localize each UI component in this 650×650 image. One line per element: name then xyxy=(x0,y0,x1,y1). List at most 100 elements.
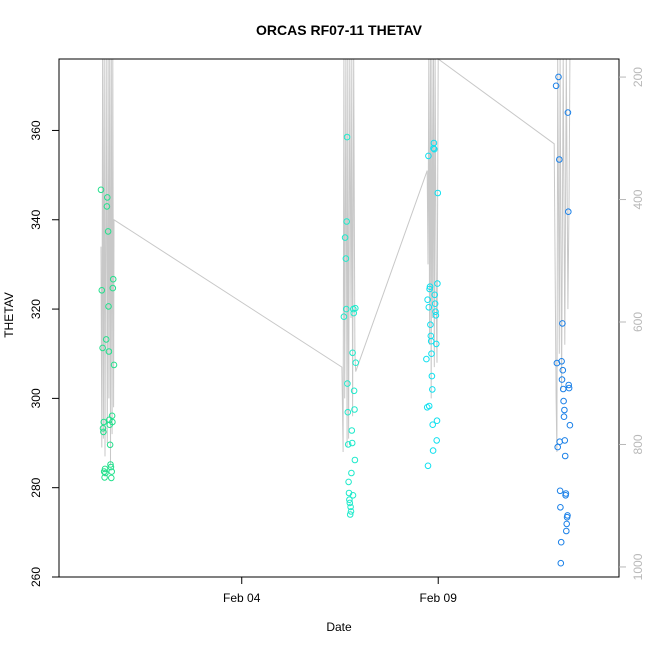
y2-tick-label: 1000 xyxy=(631,553,645,580)
data-point xyxy=(562,490,570,497)
data-point xyxy=(566,421,574,429)
data-point xyxy=(346,499,354,507)
data-point xyxy=(103,203,111,210)
data-point xyxy=(429,386,436,393)
y2-tick-label: 600 xyxy=(631,312,645,332)
flight-trace-line xyxy=(100,58,571,466)
data-point xyxy=(343,218,351,225)
data-point xyxy=(434,189,442,197)
data-point xyxy=(428,372,436,380)
data-point xyxy=(351,456,359,464)
data-point xyxy=(344,441,352,448)
data-point xyxy=(350,387,358,395)
data-point xyxy=(555,73,562,81)
data-point xyxy=(424,296,431,304)
data-point xyxy=(431,291,439,299)
data-point xyxy=(433,437,441,444)
data-point xyxy=(109,284,117,292)
data-point xyxy=(559,366,567,374)
data-point xyxy=(561,406,568,414)
data-point xyxy=(102,336,110,343)
data-point xyxy=(425,304,433,311)
data-point xyxy=(347,503,354,511)
y-axis: 260 280 300 320 340 360 xyxy=(29,120,59,587)
data-point xyxy=(557,504,564,511)
data-point xyxy=(342,255,350,262)
data-point xyxy=(101,465,109,473)
data-point xyxy=(349,492,357,499)
data-point xyxy=(105,348,113,355)
data-point xyxy=(556,487,564,495)
data-point xyxy=(99,344,106,352)
data-point xyxy=(431,300,439,308)
data-point xyxy=(558,376,566,383)
data-point xyxy=(107,461,114,468)
data-point xyxy=(431,145,438,153)
data-point xyxy=(559,320,566,327)
data-point xyxy=(552,82,560,90)
data-point xyxy=(352,359,360,367)
data-point xyxy=(556,156,563,163)
data-point xyxy=(561,437,569,444)
data-point xyxy=(351,406,358,413)
data-point xyxy=(109,275,117,283)
data-point xyxy=(349,349,356,357)
data-point xyxy=(97,186,105,194)
y-tick-label: 260 xyxy=(29,567,43,587)
data-point xyxy=(425,152,432,160)
y-tick-label: 300 xyxy=(29,388,43,408)
data-point xyxy=(101,474,108,481)
data-point xyxy=(107,463,115,471)
data-point xyxy=(565,208,572,215)
y-tick-label: 320 xyxy=(29,299,43,319)
flight-trace-layer xyxy=(100,58,571,466)
data-point xyxy=(557,538,565,546)
data-point xyxy=(554,443,562,451)
data-point xyxy=(108,412,116,420)
data-points-layer xyxy=(97,73,574,567)
data-point xyxy=(110,361,118,369)
x-tick-label: Feb 04 xyxy=(223,591,261,605)
data-point xyxy=(565,384,573,392)
data-point xyxy=(105,303,112,310)
data-point xyxy=(348,427,356,434)
data-point xyxy=(434,280,441,287)
data-point xyxy=(428,350,435,358)
data-point xyxy=(352,304,359,312)
data-point xyxy=(102,469,109,477)
y-tick-label: 360 xyxy=(29,120,43,140)
y2-tick-label: 400 xyxy=(631,189,645,209)
data-point xyxy=(345,478,352,486)
data-point xyxy=(344,408,352,416)
data-point xyxy=(563,527,570,535)
x-axis: Feb 04 Feb 09 xyxy=(223,577,457,605)
data-point xyxy=(432,308,439,316)
x-tick-label: Feb 09 xyxy=(420,591,458,605)
y2-tick-label: 200 xyxy=(631,67,645,87)
data-point xyxy=(340,313,348,321)
data-point xyxy=(347,508,355,515)
y-tick-label: 280 xyxy=(29,477,43,497)
data-point xyxy=(100,428,107,436)
data-point xyxy=(433,417,441,425)
data-point xyxy=(99,425,107,432)
y2-tick-label: 800 xyxy=(631,434,645,454)
data-point xyxy=(108,468,115,475)
data-point xyxy=(565,381,573,389)
data-point xyxy=(426,283,434,291)
data-point xyxy=(426,285,433,293)
data-point xyxy=(106,441,114,449)
data-point xyxy=(429,447,437,454)
data-point xyxy=(563,520,571,528)
data-point xyxy=(100,418,108,426)
plot-frame xyxy=(58,58,620,578)
data-point xyxy=(560,413,568,421)
pressure-axis: 200 400 600 800 1000 xyxy=(619,67,645,580)
data-point xyxy=(557,559,565,567)
data-point xyxy=(564,512,571,519)
data-point xyxy=(558,358,565,365)
data-point xyxy=(433,340,440,348)
data-point xyxy=(109,418,116,426)
data-point xyxy=(343,133,351,141)
